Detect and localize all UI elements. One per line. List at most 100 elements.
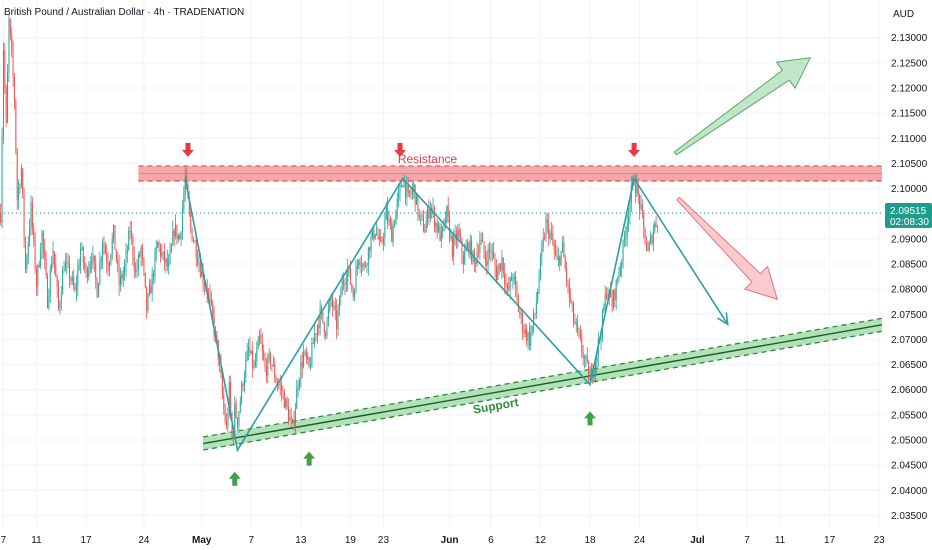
candle-body (311, 343, 313, 367)
candle-body (523, 330, 525, 334)
candle-body (227, 414, 229, 427)
candle-body (89, 263, 91, 270)
candle-body (432, 208, 434, 209)
candle-body (93, 255, 95, 264)
candle-body (460, 236, 462, 240)
candle-body (588, 361, 590, 380)
candle-body (92, 255, 94, 262)
candle-body (433, 208, 435, 227)
candle-body (86, 269, 88, 278)
pattern-line (184, 176, 729, 453)
candle-body (555, 249, 557, 255)
x-tick-label: 13 (295, 535, 307, 546)
candle-body (245, 360, 247, 378)
candle-body (501, 257, 503, 270)
candle-body (228, 382, 230, 415)
candle-body (358, 260, 360, 266)
candle-body (321, 307, 323, 313)
candle-body (55, 264, 57, 277)
candle-body (24, 238, 26, 269)
candle-body (181, 209, 183, 232)
candle-body (584, 357, 586, 359)
y-tick-label: 2.09000 (891, 234, 928, 245)
candle-body (526, 328, 528, 342)
candle-body (577, 322, 579, 330)
x-tick-label: 17 (80, 535, 92, 546)
axes-layer: 2.13000 2.12500 2.12000 2.11500 2.11000 2.105… (1, 33, 932, 546)
candle-body (143, 258, 145, 273)
pattern-arrowhead (717, 312, 729, 326)
candle-body (326, 319, 328, 337)
candle-body (322, 312, 324, 323)
candle-body (511, 277, 513, 281)
candle-body (0, 213, 2, 223)
candle-body (628, 215, 630, 223)
candle-body (130, 231, 132, 236)
candle-body (483, 242, 485, 254)
candle-body (294, 408, 296, 426)
candle-body (232, 431, 234, 439)
candle-body (95, 263, 97, 279)
y-tick-label: 2.08000 (891, 285, 928, 296)
candle-body (498, 263, 500, 270)
candle-body (327, 310, 329, 320)
candle-body (286, 398, 288, 407)
candle-body (528, 332, 530, 346)
candle-body (398, 191, 400, 199)
candle-body (66, 262, 68, 264)
candle-body (188, 198, 190, 213)
candle-body (572, 303, 574, 322)
candle-body (69, 263, 71, 279)
candle-body (421, 215, 423, 218)
candle-body (133, 256, 135, 270)
candle-body (312, 343, 314, 345)
candle-body (199, 263, 201, 277)
candle-body (347, 268, 349, 282)
candle-body (209, 293, 211, 299)
y-tick-label: 2.05000 (891, 436, 928, 447)
candle-body (449, 216, 451, 239)
candle-body (183, 193, 185, 210)
candle-body (110, 254, 112, 264)
candle-body (550, 233, 552, 234)
candle-body (290, 417, 292, 420)
candle-body (144, 272, 146, 287)
candle-body (382, 237, 384, 243)
candle-body (264, 358, 266, 368)
candle-body (446, 205, 448, 223)
candle-body (332, 298, 334, 308)
candle-body (482, 240, 484, 243)
candle-body (524, 328, 526, 334)
y-tick-label: 2.07500 (891, 310, 928, 321)
candle-body (259, 335, 261, 340)
candle-body (270, 354, 272, 365)
candle-body (88, 269, 90, 278)
candle-body (2, 50, 4, 136)
candle-body (636, 184, 638, 194)
candle-body (70, 278, 72, 281)
candle-body (316, 325, 318, 335)
candle-body (589, 376, 591, 380)
candle-body (610, 289, 612, 298)
candle-body (97, 283, 99, 298)
candle-body (438, 225, 440, 233)
candle-body (414, 184, 416, 205)
candle-body (334, 305, 336, 310)
resistance-label: Resistance (398, 152, 458, 166)
candle-body (47, 275, 49, 308)
candle-body (362, 264, 364, 268)
candle-body (530, 331, 532, 346)
candle-body (19, 186, 21, 188)
x-tick-label: 7 (1, 535, 7, 546)
candle-body (444, 219, 446, 223)
candle-body (150, 286, 152, 294)
y-tick-label: 2.11500 (891, 109, 927, 120)
candle-body (80, 248, 82, 266)
candle-body (626, 222, 628, 237)
support-lower-line (202, 330, 883, 451)
candle-body (212, 303, 214, 316)
y-tick-label: 2.08500 (891, 260, 928, 271)
candle-body (385, 207, 387, 221)
